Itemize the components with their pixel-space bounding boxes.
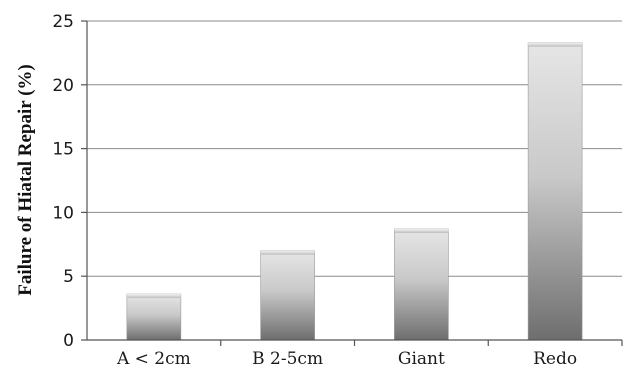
bar-cap [260,250,315,255]
bar-cap [528,42,583,47]
bar [126,293,182,341]
bar-cap [126,294,181,299]
x-tick-label: Redo [533,349,577,369]
x-tick-label: B 2-5cm [252,349,323,369]
x-tick-labels: A < 2cm B 2-5cm Giant Redo [116,340,623,369]
bar-cap [394,228,449,233]
x-tick-label: A < 2cm [116,349,191,369]
y-tick-label: 15 [52,140,74,160]
x-tick-label: Giant [398,349,445,369]
y-tick-label: 0 [63,331,74,351]
y-axis-label: Failure of Hiatal Repair (%) [15,64,36,296]
bar [260,250,315,341]
y-tick-label: 20 [52,76,74,96]
bar [394,228,449,341]
y-tick-labels: 0 5 10 15 20 25 [52,12,74,351]
y-tick-label: 25 [52,12,74,32]
bars [126,42,583,341]
y-tick-label: 5 [63,267,74,287]
y-tick-label: 10 [52,203,74,223]
bar [527,42,583,341]
